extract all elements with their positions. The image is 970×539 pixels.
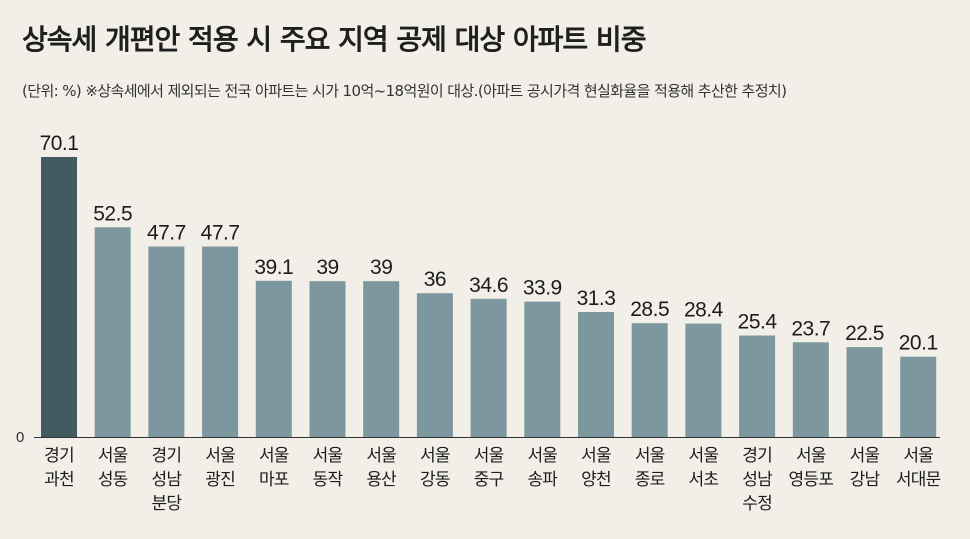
bar-value-label: 23.7 [791,317,830,340]
category-label: 성남 [152,470,183,490]
category-label: 성남 [742,470,773,490]
category-label: 서울 [903,446,933,466]
category-label: 영등포 [789,470,834,490]
category-label: 서울 [635,446,665,466]
category-label: 과천 [44,470,74,490]
bar [416,293,453,437]
bar-value-label: 28.5 [630,298,669,321]
bar [578,312,614,437]
category-label: 용산 [366,470,397,490]
bar-value-label: 22.5 [845,322,884,345]
category-label: 강동 [420,470,450,490]
category-label: 서울 [313,446,343,466]
category-label: 경기 [742,446,772,466]
category-label: 서울 [796,446,826,466]
bar [524,301,561,437]
bar [846,347,883,437]
bar [94,227,131,437]
bar-value-label: 39.1 [254,256,293,279]
category-label: 강남 [850,470,881,490]
category-label: 송파 [527,470,558,490]
category-label: 분당 [152,494,183,514]
bar-value-label: 20.1 [899,332,938,355]
category-label: 경기 [44,446,74,466]
category-label: 서울 [366,446,396,466]
category-label: 서울 [474,446,504,466]
bar [792,342,829,437]
bar [148,246,185,437]
category-label: 광진 [205,470,235,490]
category-label: 수정 [742,494,772,514]
category-label: 서울 [259,446,289,466]
category-label: 성동 [98,470,128,490]
bar-value-label: 36 [424,268,446,291]
category-label: 양천 [581,470,611,490]
category-label: 서초 [689,470,719,490]
category-label: 서울 [689,446,719,466]
bar [309,281,346,437]
bar [202,246,239,437]
y-zero-label: 0 [16,429,24,446]
category-label: 서울 [581,446,611,466]
bar [363,281,400,437]
bar-value-label: 39 [316,256,338,279]
bar [255,280,292,437]
bar [41,157,77,437]
bar-value-label: 28.4 [684,299,724,322]
bar [900,356,937,437]
bar-value-label: 47.7 [201,222,240,245]
chart-subtitle: (단위: %) ※상속세에서 제외되는 전국 아파트는 시가 10억~18억원이… [22,82,787,100]
bar [470,298,507,437]
category-label: 서울 [850,446,880,466]
chart-title: 상속세 개편안 적용 시 주요 지역 공제 대상 아파트 비중 [22,23,646,56]
category-label: 동작 [313,470,344,490]
category-label: 서울 [420,446,450,466]
bar-value-label: 39 [370,256,392,279]
category-label: 마포 [259,470,289,490]
category-label: 서울 [527,446,557,466]
bar-value-label: 25.4 [738,311,778,334]
category-label: 서울 [98,446,128,466]
bar [685,323,722,437]
bar-value-label: 52.5 [93,202,132,225]
bar-value-label: 31.3 [577,287,616,310]
category-label: 종로 [635,470,665,490]
bar [631,323,668,437]
bar-value-label: 47.7 [147,222,186,245]
bar-value-label: 33.9 [523,277,562,300]
category-label: 중구 [474,470,504,490]
bar-value-label: 34.6 [469,274,508,297]
bar [739,335,776,437]
category-label: 서울 [205,446,235,466]
bar-value-label: 70.1 [40,132,79,155]
category-label: 경기 [152,446,182,466]
category-label: 서대문 [896,470,941,490]
